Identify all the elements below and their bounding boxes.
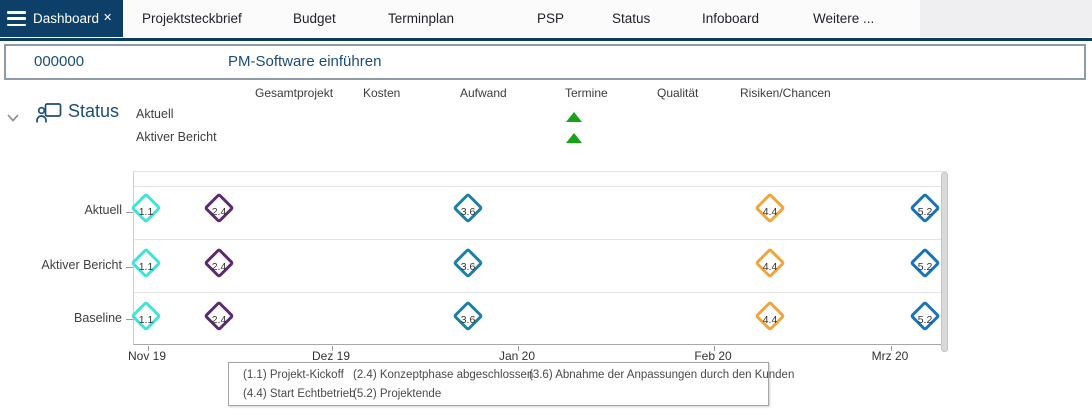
close-icon[interactable]: ✕ xyxy=(103,12,113,24)
gridline xyxy=(134,186,948,187)
trend-up-icon xyxy=(566,112,582,122)
x-axis-tick xyxy=(891,346,892,351)
milestone-chart-plot-area xyxy=(126,171,948,351)
y-axis-tick xyxy=(126,319,133,320)
milestone-label: 2.4 xyxy=(211,261,227,274)
status-column-aufwand: Aufwand xyxy=(460,86,507,100)
hamburger-menu-icon[interactable] xyxy=(7,11,26,26)
status-section-icon xyxy=(36,101,62,129)
status-section-title: Status xyxy=(68,101,120,121)
chart-vertical-scrollbar[interactable] xyxy=(941,172,948,352)
tab-dashboard[interactable]: Dashboard ✕ xyxy=(0,0,123,37)
active-tab-label: Dashboard xyxy=(33,11,100,26)
status-row-label-aktuell: Aktuell xyxy=(136,107,174,121)
x-axis-tick xyxy=(148,346,149,351)
milestone-label: 3.6 xyxy=(460,206,476,219)
tab-infoboard[interactable]: Infoboard xyxy=(702,11,760,26)
status-row-label-aktiver-bericht: Aktiver Bericht xyxy=(136,130,217,144)
status-column-kosten: Kosten xyxy=(363,86,401,100)
x-axis-label-mrz20: Mrz 20 xyxy=(871,349,909,363)
tab-bar-divider xyxy=(0,38,1092,41)
status-column-qualitaet: Qualität xyxy=(657,86,699,100)
x-axis-label-dez19: Dez 19 xyxy=(311,349,351,363)
milestone-label: 5.2 xyxy=(917,261,933,274)
chart-row-label-baseline: Baseline xyxy=(74,311,122,325)
legend-item: (4.4) Start Echtbetrieb xyxy=(243,388,356,400)
y-axis-tick xyxy=(126,267,133,268)
milestone-label: 1.1 xyxy=(138,206,154,219)
legend-item: (5.2) Projektende xyxy=(353,388,442,400)
x-axis-label-nov19: Nov 19 xyxy=(127,349,167,363)
project-id: 000000 xyxy=(34,53,85,70)
x-axis-tick xyxy=(714,346,715,351)
milestone-label: 1.1 xyxy=(138,314,154,327)
tab-terminplan[interactable]: Terminplan xyxy=(388,11,455,26)
milestone-legend: (1.1) Projekt-Kickoff (2.4) Konzeptphase… xyxy=(228,362,794,406)
chart-row-label-aktuell: Aktuell xyxy=(84,203,122,217)
status-column-gesamtprojekt: Gesamtprojekt xyxy=(255,86,334,100)
milestone-label: 4.4 xyxy=(762,261,778,274)
y-axis-tick xyxy=(126,212,133,213)
tab-projektsteckbrief[interactable]: Projektsteckbrief xyxy=(142,11,242,26)
milestone-label: 2.4 xyxy=(211,314,227,327)
x-axis-label-feb20: Feb 20 xyxy=(694,349,732,363)
milestone-label: 5.2 xyxy=(917,206,933,219)
trend-up-icon xyxy=(566,133,582,143)
milestone-label: 1.1 xyxy=(138,261,154,274)
legend-item: (1.1) Projekt-Kickoff xyxy=(243,369,344,381)
x-axis-label-jan20: Jan 20 xyxy=(498,349,536,363)
tab-status[interactable]: Status xyxy=(612,11,651,26)
milestone-label: 5.2 xyxy=(917,314,933,327)
gridline xyxy=(134,239,948,240)
gridline xyxy=(134,292,948,293)
status-column-risiken-chancen: Risiken/Chancen xyxy=(740,86,831,100)
tab-bar-overflow-area xyxy=(920,0,1092,37)
chart-row-label-aktiver-bericht: Aktiver Bericht xyxy=(41,258,122,272)
milestone-label: 3.6 xyxy=(460,314,476,327)
milestone-label: 3.6 xyxy=(460,261,476,274)
tab-weitere[interactable]: Weitere ... xyxy=(813,11,875,26)
milestone-label: 4.4 xyxy=(762,314,778,327)
x-axis-tick xyxy=(332,346,333,351)
tab-bar: Dashboard ✕ Projektsteckbrief Budget Ter… xyxy=(0,0,1092,37)
milestone-label: 4.4 xyxy=(762,206,778,219)
status-column-termine: Termine xyxy=(565,86,608,100)
legend-item: (3.6) Abnahme der Anpassungen durch den … xyxy=(529,369,795,381)
x-axis-tick xyxy=(518,346,519,351)
tab-psp[interactable]: PSP xyxy=(537,11,565,26)
chevron-down-icon[interactable] xyxy=(7,109,19,127)
milestone-label: 2.4 xyxy=(211,206,227,219)
project-title: PM-Software einführen xyxy=(228,53,382,70)
legend-item: (2.4) Konzeptphase abgeschlossen xyxy=(353,369,534,381)
project-header: 000000 PM-Software einführen xyxy=(4,44,1086,80)
tab-budget[interactable]: Budget xyxy=(293,11,336,26)
